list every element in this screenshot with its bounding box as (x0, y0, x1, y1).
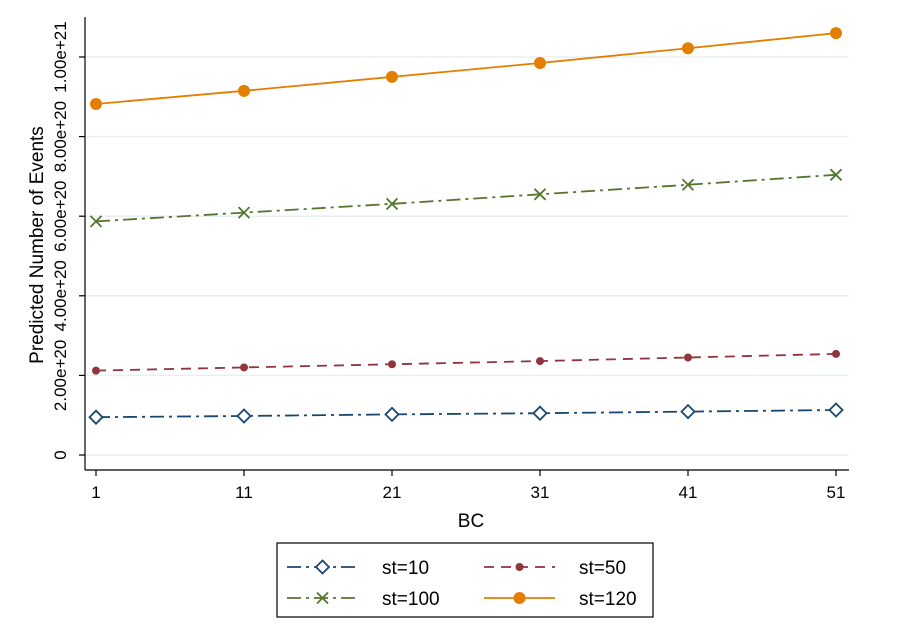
x-tick-label: 21 (383, 483, 402, 502)
legend-label: st=100 (382, 589, 440, 610)
series-st-100 (89, 168, 843, 228)
data-point (236, 408, 252, 424)
x-tick-label: 1 (91, 483, 100, 502)
data-point (240, 363, 248, 372)
y-tick-label: 4.00e+20 (51, 260, 70, 331)
data-point (832, 349, 840, 358)
x-tick-label: 11 (235, 483, 253, 502)
y-tick-label: 8.00e+20 (51, 101, 70, 172)
data-point (828, 402, 844, 418)
y-tick-label: 1.00e+21 (51, 21, 70, 92)
series-st-120 (90, 27, 842, 110)
y-tick-label: 2.00e+20 (51, 340, 70, 411)
legend: st=10 st=50 st=100 st=120 (276, 542, 654, 618)
data-point (386, 70, 398, 83)
legend-item: st=120 (484, 589, 637, 610)
data-point (388, 360, 396, 369)
series-st-50 (92, 349, 840, 375)
legend-item: st=100 (287, 589, 440, 610)
data-point (89, 215, 103, 228)
data-point (829, 168, 843, 181)
data-point (88, 409, 104, 425)
series-line (95, 173, 837, 223)
legend-marker (515, 563, 524, 571)
legend-box (276, 542, 654, 618)
legend-label: st=50 (579, 558, 626, 579)
data-point (536, 357, 544, 366)
data-point (684, 353, 692, 362)
data-point (534, 56, 546, 69)
data-point (385, 197, 399, 210)
data-point (238, 84, 250, 97)
series-line (95, 353, 837, 372)
series-line (95, 32, 837, 105)
y-tick-label: 0 (51, 450, 70, 459)
data-point (384, 406, 400, 423)
data-point (830, 27, 842, 40)
series-st-10 (88, 402, 844, 425)
data-point (237, 206, 251, 219)
data-point (681, 178, 695, 191)
x-tick-label: 51 (827, 483, 846, 502)
legend-marker (513, 592, 526, 604)
data-point (90, 97, 102, 110)
data-point (680, 403, 696, 420)
series-line (95, 409, 837, 419)
y-tick-label: 6.00e+20 (51, 181, 70, 252)
y-axis-title: Predicted Number of Events (27, 126, 48, 364)
legend-marker (314, 559, 331, 575)
data-point (682, 42, 694, 55)
x-tick-label: 41 (679, 483, 698, 502)
legend-marker (316, 591, 329, 605)
legend-item: st=50 (484, 558, 626, 579)
x-axis-title: BC (458, 511, 484, 532)
x-tick-label: 31 (531, 483, 550, 502)
data-point (533, 188, 547, 201)
data-point (92, 366, 100, 375)
axes: BC Predicted Number of Events 0 2.00e+20 4… (27, 17, 849, 532)
legend-label: st=10 (382, 558, 429, 579)
data-point (532, 405, 548, 421)
series-lines (88, 27, 844, 425)
legend-item: st=10 (287, 558, 429, 579)
gridlines (85, 56, 849, 456)
legend-label: st=120 (579, 589, 637, 610)
